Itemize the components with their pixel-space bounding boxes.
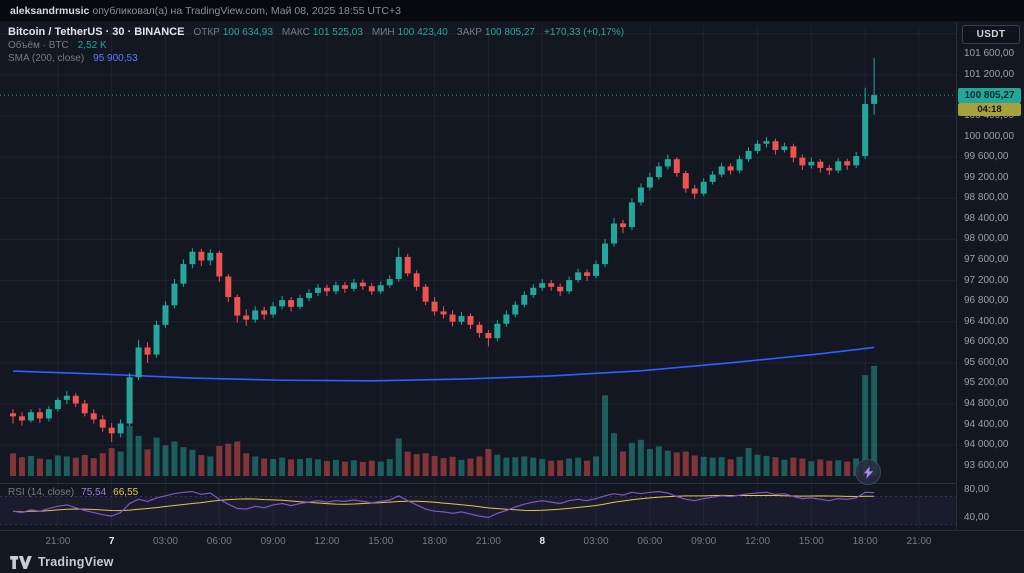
rsi-ma-value: 66,55 (113, 487, 139, 498)
price-axis-label: 97 200,00 (964, 274, 1009, 286)
rsi-value: 75,54 (81, 487, 107, 498)
price-axis-label: 99 200,00 (964, 171, 1009, 183)
chart-canvas[interactable] (0, 0, 956, 552)
last-price-label: 100 805,27 (958, 88, 1021, 103)
legend-row-sma: SMA (200, close) 95 900,53 (8, 52, 624, 65)
ohlc-open-label: ОТКР (193, 27, 220, 38)
ohlc-close-value: 100 805,27 (484, 27, 535, 38)
legend-row-volume: Объём · BTC 2,52 K (8, 39, 624, 52)
legend-row-symbol: Bitcoin / TetherUS · 30 · BINANCE ОТКР 1… (8, 26, 624, 39)
publish-text: опубликовал(а) на TradingView.com, Май 0… (92, 4, 401, 17)
sma-value: 95 900,53 (93, 53, 138, 64)
price-axis-label: 96 400,00 (964, 315, 1009, 327)
rsi-axis-label: 40,00 (964, 511, 990, 523)
ohlc-low: МИН 100 423,40 (372, 26, 448, 39)
rsi-legend: RSI (14, close) 75,54 66,55 (8, 487, 138, 499)
price-axis-label: 96 800,00 (964, 295, 1009, 307)
ohlc-high-label: МАКС (281, 27, 310, 38)
price-axis-label: 95 600,00 (964, 356, 1009, 368)
symbol-title[interactable]: Bitcoin / TetherUS · 30 · BINANCE (8, 26, 185, 38)
tradingview-logo-icon (10, 555, 32, 569)
ohlc-high: МАКС 101 525,03 (282, 26, 363, 39)
ohlc-open: ОТКР 100 634,93 (193, 26, 272, 39)
time-axis-label: 06:00 (206, 536, 232, 547)
price-axis-label: 100 000,00 (964, 130, 1015, 142)
ohlc-close: ЗАКР 100 805,27 (457, 26, 535, 39)
rsi-axis-label: 80,00 (964, 483, 990, 495)
price-axis-label: 94 400,00 (964, 418, 1009, 430)
price-axis-label: 94 000,00 (964, 439, 1009, 451)
ohlc-close-label: ЗАКР (456, 27, 482, 38)
rsi-indicator-label[interactable]: RSI (14, close) (8, 487, 75, 498)
currency-toggle-button[interactable]: USDT (962, 25, 1020, 44)
time-axis-label: 15:00 (368, 536, 394, 547)
time-axis-label: 8 (539, 536, 545, 547)
tradingview-wordmark[interactable]: TradingView (38, 555, 114, 569)
price-axis-label: 99 600,00 (964, 151, 1009, 163)
time-axis-label: 09:00 (691, 536, 717, 547)
footer: TradingView (0, 551, 1024, 573)
price-axis-label: 98 400,00 (964, 212, 1009, 224)
ohlc-low-value: 100 423,40 (397, 27, 448, 38)
time-axis-label: 7 (108, 536, 115, 547)
price-axis-label: 96 000,00 (964, 336, 1009, 348)
volume-value: 2,52 K (77, 40, 107, 51)
ohlc-low-label: МИН (371, 27, 395, 38)
time-axis[interactable]: 21:00 7 03:00 06:00 09:00 12:00 15:00 18:00 21:0… (0, 530, 1024, 552)
time-axis-label: 03:00 (152, 536, 178, 547)
price-axis-label: 101 600,00 (964, 48, 1015, 60)
time-axis-label: 21:00 (45, 536, 71, 547)
time-axis-label: 06:00 (637, 536, 663, 547)
price-axis-label: 98 000,00 (964, 233, 1009, 245)
change-value: +170,33 (+0,17%) (543, 27, 625, 38)
price-axis[interactable]: USDT 93 600,00 94 000,00 94 400,00 94 800,0… (956, 22, 1024, 530)
bar-countdown-label: 04:18 (958, 103, 1021, 116)
time-axis-label: 15:00 (798, 536, 824, 547)
price-axis-label: 95 200,00 (964, 377, 1009, 389)
time-axis-label: 12:00 (744, 536, 771, 547)
publish-bar: aleksandrmusic опубликовал(а) на Trading… (0, 0, 1024, 22)
volume-label[interactable]: Объём · BTC (8, 40, 69, 51)
time-axis-label: 21:00 (475, 536, 501, 547)
price-axis-label: 101 200,00 (964, 68, 1015, 80)
time-axis-label: 03:00 (583, 536, 609, 547)
symbol-legend: Bitcoin / TetherUS · 30 · BINANCE ОТКР 1… (8, 26, 624, 65)
time-axis-label: 18:00 (852, 536, 878, 547)
ohlc-open-value: 100 634,93 (222, 27, 273, 38)
price-axis-label: 94 800,00 (964, 398, 1009, 409)
time-axis-label: 18:00 (422, 536, 448, 547)
price-axis-label: 93 600,00 (964, 459, 1009, 471)
sma-indicator-label[interactable]: SMA (200, close) (8, 53, 85, 64)
price-axis-label: 97 600,00 (964, 254, 1009, 265)
boost-button[interactable] (855, 459, 881, 485)
time-axis-label: 21:00 (906, 536, 932, 547)
lightning-icon (863, 465, 873, 479)
publish-author[interactable]: aleksandrmusic (10, 4, 90, 17)
time-axis-label: 12:00 (314, 536, 340, 547)
ohlc-high-value: 101 525,03 (312, 27, 363, 38)
time-axis-label: 09:00 (260, 536, 286, 547)
price-axis-label: 98 800,00 (964, 192, 1009, 204)
